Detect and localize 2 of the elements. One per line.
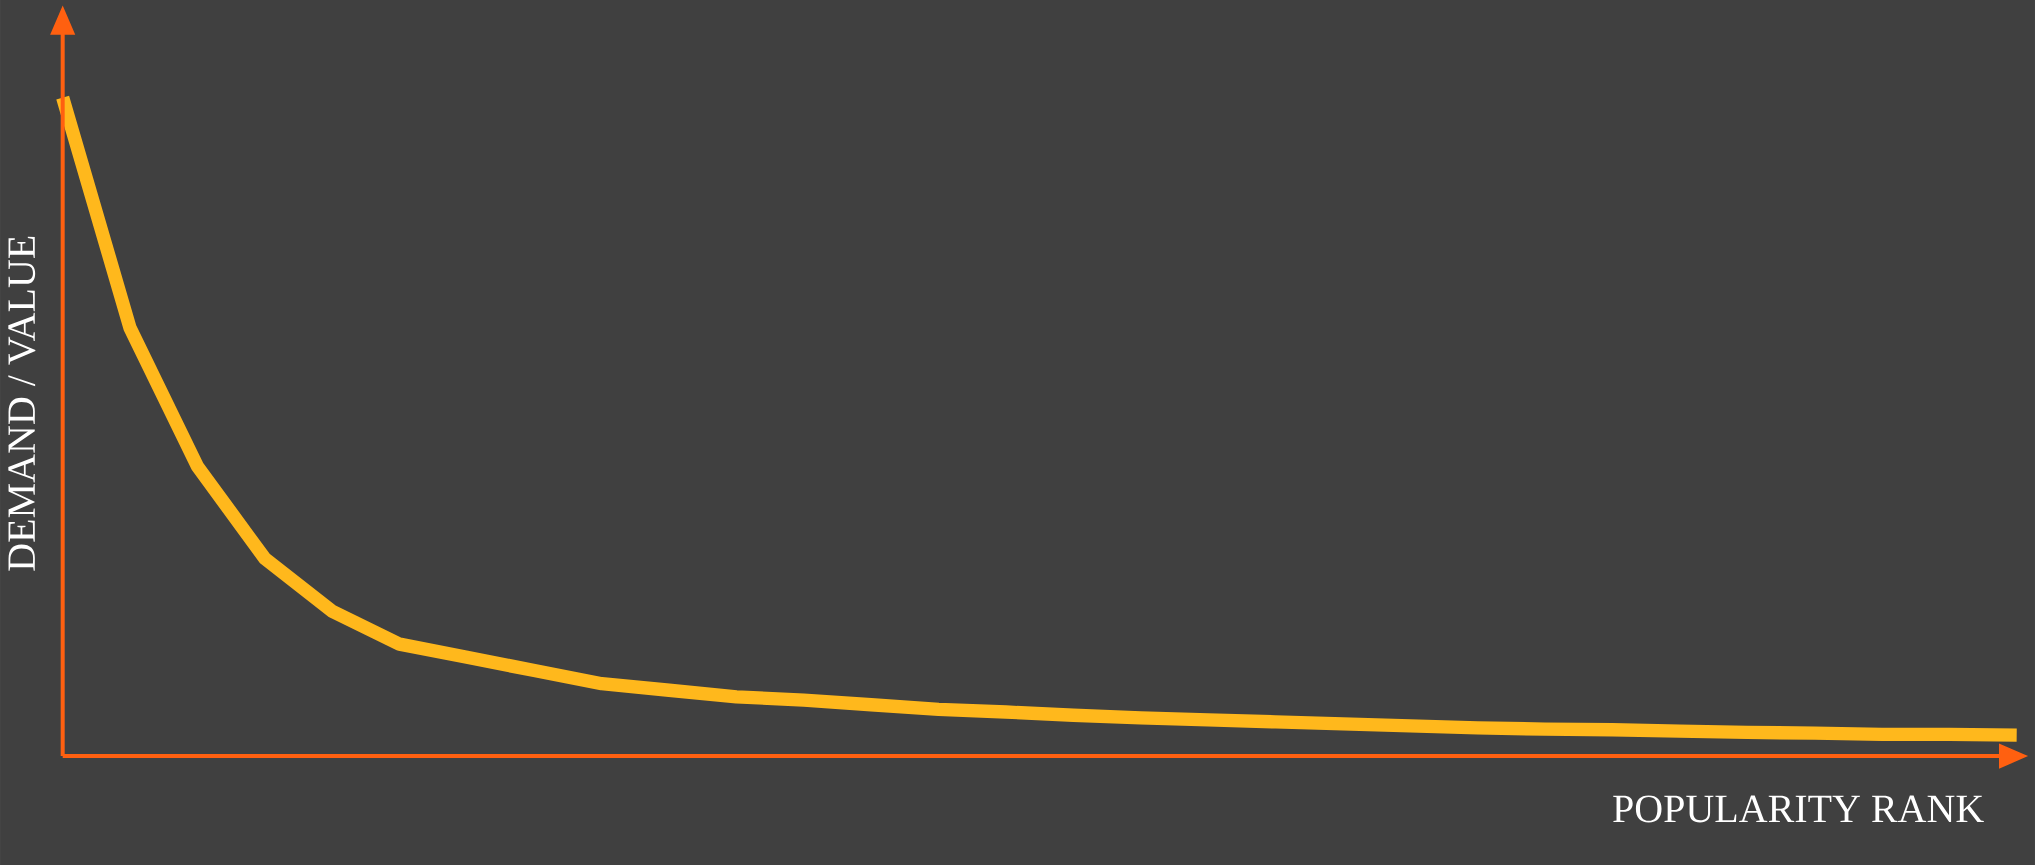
y-axis-title: DEMAND / VALUE (8, 236, 36, 571)
x-axis-title: POPULARITY RANK (1613, 795, 1984, 823)
